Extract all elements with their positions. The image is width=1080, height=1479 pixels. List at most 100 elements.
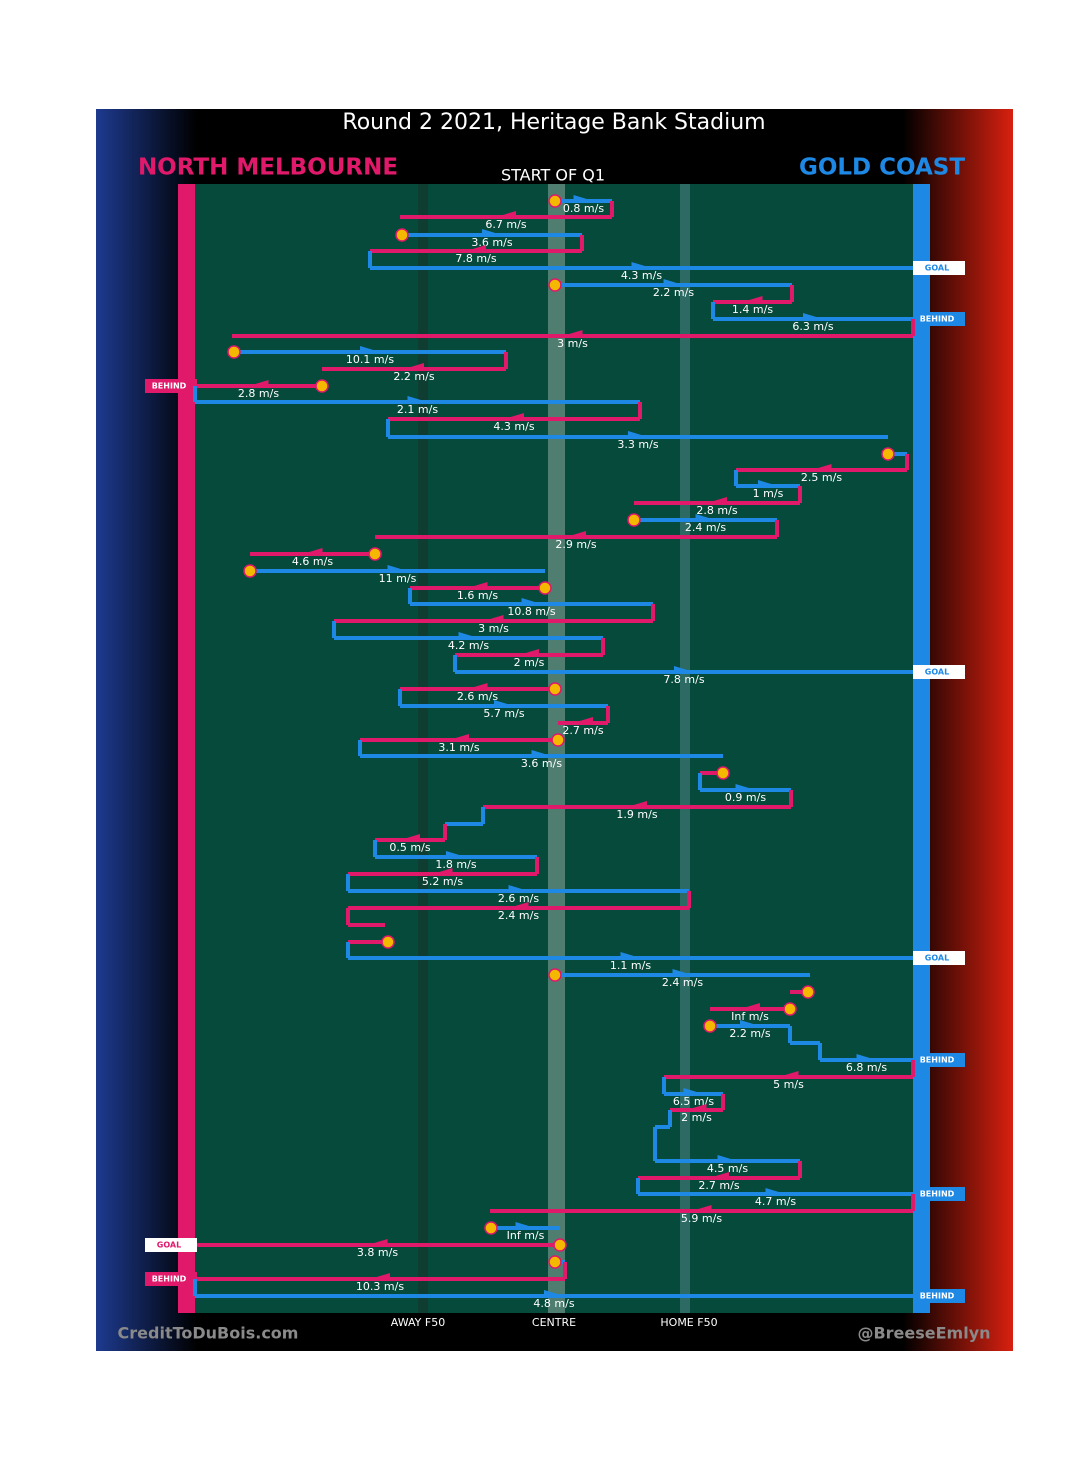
arrow xyxy=(691,1205,712,1211)
arrow xyxy=(483,615,504,621)
arrow xyxy=(683,1088,704,1094)
title: Round 2 2021, Heritage Bank Stadium xyxy=(342,110,765,135)
chain-start xyxy=(548,278,562,292)
speed-label: 6.8 m/s xyxy=(846,1061,887,1074)
away-f50-line xyxy=(418,184,428,1313)
arrow xyxy=(573,717,593,723)
speed-label: 3.1 m/s xyxy=(438,741,479,754)
outcome-badge xyxy=(913,312,965,326)
speed-label: 10.8 m/s xyxy=(507,605,555,618)
chain-start xyxy=(548,968,562,982)
arrow xyxy=(628,431,648,437)
centre-line xyxy=(548,184,565,1313)
outcome-badge xyxy=(913,261,965,275)
chain-start xyxy=(881,447,895,461)
outcome-badge xyxy=(913,665,965,679)
arrow xyxy=(765,1188,786,1194)
outcome-badge xyxy=(913,1053,965,1067)
speed-label: 2.6 m/s xyxy=(498,892,539,905)
speed-label: 1.4 m/s xyxy=(732,303,773,316)
arrow xyxy=(562,330,583,336)
arrow xyxy=(404,363,424,369)
chain-start xyxy=(548,194,562,208)
outcome-label: BEHIND xyxy=(152,1275,187,1284)
speed-label: 4.3 m/s xyxy=(493,420,534,433)
arrow xyxy=(686,1104,707,1110)
speed-label: 5 m/s xyxy=(773,1078,804,1091)
chain-start xyxy=(368,547,382,561)
speed-label: 5.2 m/s xyxy=(422,875,463,888)
arrow xyxy=(360,346,380,352)
speed-label: 6.3 m/s xyxy=(792,320,833,333)
chain-start xyxy=(381,935,395,949)
home-f50-line xyxy=(680,184,690,1313)
arrow xyxy=(674,666,694,672)
outcome-label: BEHIND xyxy=(920,1056,955,1065)
zone-label: AWAY F50 xyxy=(391,1316,445,1329)
outcome-label: GOAL xyxy=(157,1241,181,1250)
arrow xyxy=(494,700,514,706)
outcome-badge xyxy=(913,1289,965,1303)
speed-label: 2.4 m/s xyxy=(685,521,726,534)
arrow xyxy=(521,598,542,604)
outcome-label: GOAL xyxy=(925,668,949,677)
chain-start xyxy=(227,345,241,359)
speed-label: 1.1 m/s xyxy=(610,959,651,972)
outcome-label: BEHIND xyxy=(920,1292,955,1301)
chain-start xyxy=(627,513,641,527)
speed-label: 2 m/s xyxy=(514,656,545,669)
arrow xyxy=(631,262,652,268)
arrow xyxy=(482,229,502,235)
chain-start xyxy=(716,766,730,780)
speed-label: 10.1 m/s xyxy=(346,353,394,366)
outcome-label: BEHIND xyxy=(152,382,187,391)
speed-label: 6.5 m/s xyxy=(673,1095,714,1108)
speed-label: 5.7 m/s xyxy=(483,707,524,720)
speed-label: 4.5 m/s xyxy=(707,1162,748,1175)
chain-start xyxy=(315,379,329,393)
chain-start xyxy=(703,1019,717,1033)
speed-label: 2.2 m/s xyxy=(653,286,694,299)
arrow xyxy=(515,1222,536,1228)
arrow xyxy=(740,1020,760,1026)
speed-label: 2.2 m/s xyxy=(729,1027,770,1040)
outcome-label: GOAL xyxy=(925,954,949,963)
speed-label: 5.9 m/s xyxy=(681,1212,722,1225)
arrow xyxy=(709,1172,729,1178)
arrow xyxy=(519,649,539,655)
speed-label: 6.7 m/s xyxy=(485,218,526,231)
speed-label: Inf m/s xyxy=(507,1229,545,1242)
speed-label: 3 m/s xyxy=(478,622,509,635)
chain-start xyxy=(553,1238,567,1252)
arrow xyxy=(735,784,756,790)
arrow xyxy=(446,851,466,857)
outcome-badge xyxy=(145,379,197,393)
speed-label: 0.9 m/s xyxy=(725,791,766,804)
speed-label: 3.3 m/s xyxy=(617,438,658,451)
speed-label: 1 m/s xyxy=(753,487,784,500)
arrow xyxy=(742,296,763,302)
home-team: NORTH MELBOURNE xyxy=(138,155,398,181)
speed-label: 2.5 m/s xyxy=(801,471,842,484)
home-goal-line xyxy=(178,184,195,1313)
arrow xyxy=(620,952,641,958)
credit: @BreeseEmlyn xyxy=(857,1324,990,1343)
arrow xyxy=(367,1239,388,1245)
speed-label: 1.6 m/s xyxy=(457,589,498,602)
chain-start xyxy=(538,581,552,595)
arrow xyxy=(302,548,323,554)
chains: 0.8 m/s 6.7 m/s 3.6 m/s 7.8 m/s 4.3 m/s GOAL 2… xyxy=(145,194,965,1310)
arrow xyxy=(627,801,647,807)
chain-start xyxy=(551,733,565,747)
arrow xyxy=(467,683,488,689)
arrow xyxy=(672,969,693,975)
arrow xyxy=(387,565,408,571)
outcome-badge xyxy=(145,1272,197,1286)
speed-label: 1.9 m/s xyxy=(616,808,657,821)
speed-label: 4.3 m/s xyxy=(621,269,662,282)
arrow xyxy=(544,1290,564,1296)
speed-label: 2.7 m/s xyxy=(562,724,603,737)
speed-label: 2.6 m/s xyxy=(457,690,498,703)
away-team: GOLD COAST xyxy=(799,155,965,181)
arrow xyxy=(496,211,516,217)
